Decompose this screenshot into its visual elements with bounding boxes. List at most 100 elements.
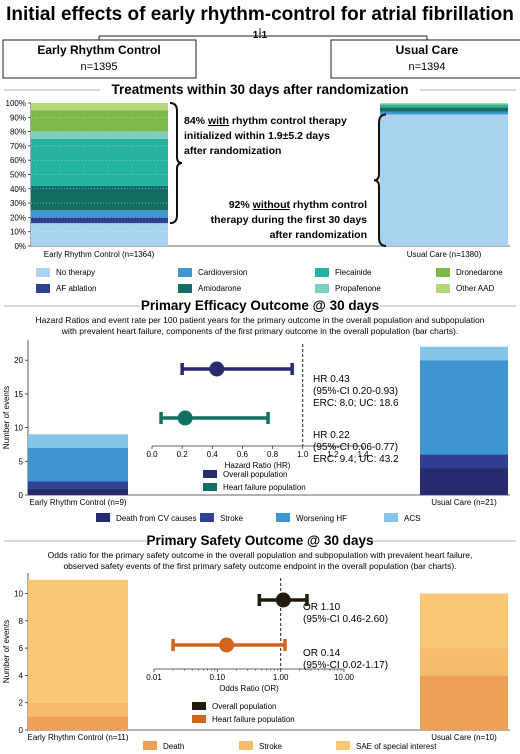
efficacy-legend-label: ACS bbox=[404, 514, 420, 523]
treatments-y-tick-label: 90% bbox=[10, 113, 26, 122]
efficacy-forest-point bbox=[177, 410, 193, 426]
safety-legend-label: Stroke bbox=[259, 742, 283, 751]
safety-bar-segment bbox=[28, 702, 128, 717]
efficacy-legend-swatch bbox=[96, 513, 110, 522]
efficacy-forest-tick-label: 1.0 bbox=[297, 450, 309, 459]
treatments-y-tick-label: 100% bbox=[6, 99, 26, 108]
efficacy-forest-tick-label: 0.6 bbox=[237, 450, 249, 459]
treatments-annotation-line: after randomization bbox=[184, 145, 281, 157]
safety-y-tick-label: 0 bbox=[19, 726, 24, 735]
treatments-y-tick-label: 40% bbox=[10, 185, 26, 194]
safety-forest-legend-swatch bbox=[192, 702, 206, 710]
treatments-category-label: Early Rhythm Control (n=1364) bbox=[44, 250, 155, 259]
treatments-bar-segment bbox=[380, 107, 508, 112]
efficacy-forest-label: ERC: 9.4; UC: 43.2 bbox=[313, 454, 399, 465]
safety-bar-segment bbox=[28, 716, 128, 730]
safety-y-tick-label: 6 bbox=[19, 644, 24, 653]
safety-legend-swatch bbox=[143, 741, 157, 750]
safety-y-label: Number of events bbox=[2, 620, 11, 683]
treatments-legend-swatch bbox=[315, 284, 329, 293]
efficacy-legend-label: Death from CV causes bbox=[116, 514, 196, 523]
figure-title: Initial effects of early rhythm-control … bbox=[6, 4, 514, 25]
arm-n-erc: n=1395 bbox=[80, 61, 117, 73]
safety-y-tick-label: 10 bbox=[14, 589, 23, 598]
uc-brace bbox=[373, 113, 387, 247]
treatments-bar-segment bbox=[31, 210, 168, 218]
efficacy-forest-point bbox=[209, 361, 225, 377]
treatments-title: Treatments within 30 days after randomiz… bbox=[111, 82, 408, 97]
treatments-legend-label: Other AAD bbox=[456, 284, 494, 293]
safety-forest-tick-label: 10.00 bbox=[334, 673, 355, 682]
treatments-y-tick-label: 0% bbox=[14, 242, 26, 251]
treatments-legend-swatch bbox=[178, 268, 192, 277]
efficacy-bar-segment bbox=[420, 454, 508, 469]
treatments-bar-segment bbox=[31, 185, 168, 211]
efficacy-legend-label: Worsening HF bbox=[296, 514, 347, 523]
efficacy-forest-label: (95%-CI 0.20-0.93) bbox=[313, 386, 398, 397]
safety-forest-tick-label: 0.10 bbox=[210, 673, 226, 682]
treatments-y-tick-label: 10% bbox=[10, 228, 26, 237]
safety-forest-label: (95%-CI 0.02-1.17) bbox=[303, 660, 388, 671]
efficacy-y-tick-label: 0 bbox=[19, 491, 24, 500]
efficacy-legend-swatch bbox=[384, 513, 398, 522]
treatments-legend-label: Amiodarone bbox=[198, 284, 242, 293]
efficacy-forest-legend-swatch bbox=[203, 483, 217, 491]
treatments-bar-segment bbox=[31, 103, 168, 111]
treatments-bar-segment bbox=[380, 103, 508, 105]
efficacy-forest-tick-label: 0.4 bbox=[207, 450, 219, 459]
arm-box-uc bbox=[330, 39, 520, 79]
treatments-y-tick-label: 70% bbox=[10, 142, 26, 151]
efficacy-forest-legend-label: Overall population bbox=[223, 470, 287, 479]
safety-subtitle-line-1: Odds ratio for the primary safety outcom… bbox=[48, 550, 473, 560]
treatments-y-tick-label: 20% bbox=[10, 213, 26, 222]
treatments-legend-swatch bbox=[178, 284, 192, 293]
treatments-legend-swatch bbox=[436, 268, 450, 277]
treatments-bar-segment bbox=[380, 114, 508, 246]
safety-y-tick-label: 8 bbox=[19, 617, 24, 626]
safety-legend-swatch bbox=[239, 741, 253, 750]
safety-category-label: Early Rhythm Control (n=11) bbox=[28, 733, 129, 742]
safety-legend-swatch bbox=[336, 741, 350, 750]
efficacy-category-label: Early Rhythm Control (n=9) bbox=[29, 498, 126, 507]
efficacy-legend-swatch bbox=[276, 513, 290, 522]
efficacy-forest-tick-label: 0.0 bbox=[146, 450, 158, 459]
efficacy-forest-tick-label: 0.2 bbox=[177, 450, 189, 459]
safety-forest-xlabel: Odds Ratio (OR) bbox=[219, 684, 279, 693]
efficacy-forest-tick-label: 1.4 bbox=[357, 450, 369, 459]
treatments-bar-segment bbox=[31, 131, 168, 139]
treatments-legend-swatch bbox=[36, 284, 50, 293]
efficacy-forest-legend-swatch bbox=[203, 470, 217, 478]
efficacy-bar-segment bbox=[28, 488, 128, 495]
treatments-bar-segment bbox=[380, 104, 508, 108]
efficacy-y-label: Number of events bbox=[2, 386, 11, 449]
safety-y-tick-label: 4 bbox=[19, 671, 24, 680]
efficacy-legend-label: Stroke bbox=[220, 514, 244, 523]
safety-forest-label: (95%-CI 0.46-2.60) bbox=[303, 614, 388, 625]
treatments-bar-segment bbox=[31, 217, 168, 224]
randomization-diagram bbox=[2, 28, 520, 79]
treatments-bar-segment bbox=[31, 110, 168, 132]
efficacy-legend-swatch bbox=[200, 513, 214, 522]
treatments-legend-label: AF ablation bbox=[56, 284, 96, 293]
treatments-y-tick-label: 80% bbox=[10, 128, 26, 137]
efficacy-title: Primary Efficacy Outcome @ 30 days bbox=[141, 298, 379, 313]
efficacy-forest-legend-label: Heart failure population bbox=[223, 483, 306, 492]
safety-y-tick-label: 2 bbox=[19, 699, 24, 708]
safety-title: Primary Safety Outcome @ 30 days bbox=[146, 533, 373, 548]
arm-box-erc bbox=[2, 39, 197, 79]
treatments-legend-swatch bbox=[315, 268, 329, 277]
efficacy-bar-segment bbox=[28, 447, 128, 482]
efficacy-y-tick-label: 20 bbox=[14, 356, 23, 365]
safety-chart: 0 2 4 6 8 10 Number of events Early Rhythm Cont… bbox=[2, 573, 510, 751]
safety-category-label: Usual Care (n=10) bbox=[431, 733, 497, 742]
treatments-bar-segment bbox=[31, 223, 168, 246]
efficacy-y-tick-label: 10 bbox=[14, 424, 23, 433]
safety-forest-tick-label: 1.00 bbox=[273, 673, 289, 682]
treatments-bar-segment bbox=[31, 138, 168, 186]
safety-forest-legend-swatch bbox=[192, 715, 206, 723]
safety-bar-segment bbox=[420, 648, 508, 676]
treatments-legend-label: No therapy bbox=[56, 268, 95, 277]
safety-bar-segment bbox=[420, 675, 508, 730]
randomization-ratio: 1:1 bbox=[253, 30, 268, 41]
